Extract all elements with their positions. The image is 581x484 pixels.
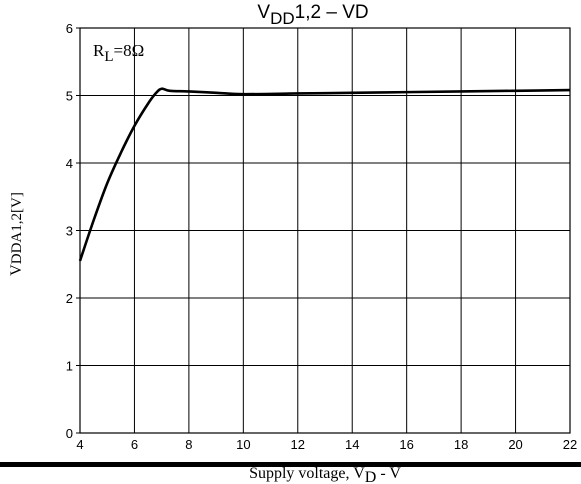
y-tick-label: 5: [66, 89, 73, 104]
x-tick-label: 8: [185, 437, 192, 452]
y-tick-label: 3: [66, 224, 73, 239]
y-axis-label: VDDA1,2[V]: [8, 192, 25, 276]
horizontal-grid-lines: [80, 95, 570, 366]
x-tick-label: 12: [291, 437, 305, 452]
y-tick-label: 6: [66, 21, 73, 36]
y-tick-labels: 0 1 2 3 4 5 6: [66, 21, 80, 441]
x-tick-labels: 4 6 8 10 12 14 16 18 20 22: [76, 437, 577, 452]
series-line-vdd: [78, 87, 571, 262]
x-tick-label: 18: [454, 437, 468, 452]
x-tick-label: 6: [131, 437, 138, 452]
x-tick-label: 4: [76, 437, 83, 452]
x-tick-label: 20: [508, 437, 522, 452]
y-tick-label: 1: [66, 359, 73, 374]
load-annotation: RL=8Ω: [93, 41, 144, 65]
x-tick-label: 14: [345, 437, 359, 452]
y-tick-label: 4: [66, 156, 73, 171]
x-tick-label: 10: [236, 437, 250, 452]
x-tick-label: 16: [399, 437, 413, 452]
y-tick-label: 0: [66, 426, 73, 441]
chart-title: VDD1,2 – VD: [257, 2, 368, 28]
x-axis-label: Supply voltage, VD - V: [249, 465, 401, 484]
bottom-rule: [0, 462, 581, 467]
x-tick-label: 22: [563, 437, 577, 452]
y-tick-label: 2: [66, 291, 73, 306]
plot-frame: [79, 27, 571, 434]
